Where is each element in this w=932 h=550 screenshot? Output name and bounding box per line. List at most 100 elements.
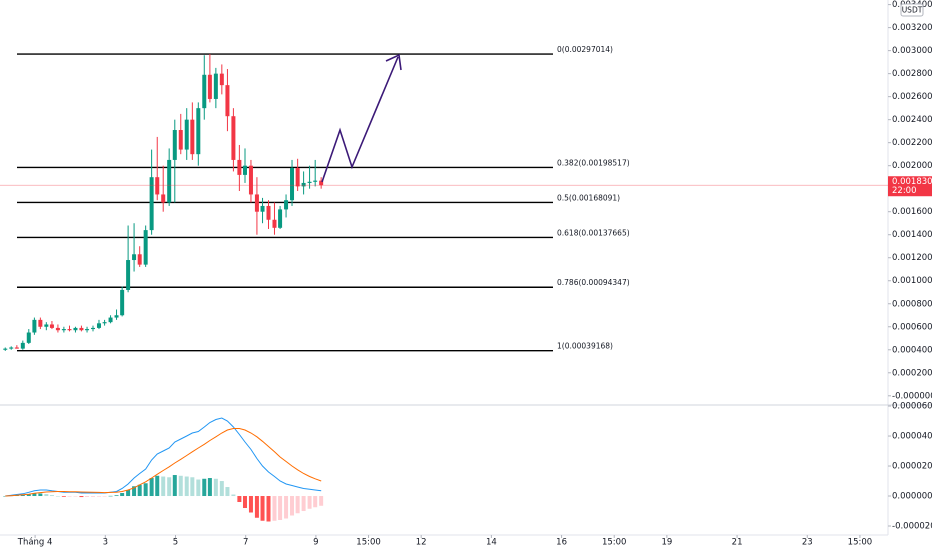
last-time-label: 22:00 [892, 186, 917, 196]
histogram-bar [32, 493, 37, 497]
candle-body [260, 205, 265, 212]
candle-body [67, 329, 72, 331]
candle-body [219, 73, 224, 86]
histogram-bar [178, 475, 183, 497]
histogram-bar [55, 496, 60, 497]
projection-arrow [321, 56, 399, 183]
candle-body [301, 182, 306, 187]
histogram-bar [143, 483, 148, 497]
histogram-bar [237, 496, 242, 503]
candle-body [114, 315, 119, 318]
candle-body [225, 85, 230, 117]
x-tick-label: 5 [173, 538, 178, 548]
histogram-bar [132, 486, 137, 497]
y-tick-label: -0.00000000 [892, 391, 932, 401]
currency-label: USDT [902, 6, 923, 15]
indicator-line [5, 428, 322, 497]
histogram-bar [207, 478, 212, 497]
histogram-bar [44, 494, 49, 497]
candle-body [290, 167, 295, 201]
y-tick-label: 0.00004000 [892, 432, 932, 442]
candle-body [120, 289, 125, 316]
histogram-bar [219, 481, 224, 497]
y-tick-label: 0.00220000 [892, 138, 932, 148]
candle-body [126, 260, 131, 290]
candle-body [202, 74, 207, 109]
candle-body [108, 317, 113, 323]
candle-body [307, 181, 312, 183]
candle-body [85, 329, 90, 331]
histogram-bar [61, 496, 66, 497]
histogram-bar [149, 478, 154, 497]
histogram-bar [126, 490, 131, 497]
candle-body [213, 73, 218, 99]
candle-body [32, 319, 37, 333]
y-tick-label: 0.00040000 [892, 345, 932, 355]
y-tick-label: 0.00300000 [892, 46, 932, 56]
candle-body [313, 180, 318, 182]
histogram-bar [20, 494, 25, 497]
histogram-bar [114, 495, 119, 497]
y-tick-label: 0.00020000 [892, 368, 932, 378]
histogram-bar [295, 496, 300, 514]
x-tick-label: 23 [802, 538, 813, 548]
candle-body [284, 200, 289, 210]
candle-body [242, 165, 247, 175]
candle-body [3, 348, 8, 350]
x-tick-label: 3 [103, 538, 108, 548]
fib-label: 1(0.00039168) [557, 342, 613, 351]
candle-body [155, 177, 160, 195]
x-tick-label: 15:00 [848, 538, 873, 548]
histogram-bar [319, 496, 324, 506]
candle-body [14, 347, 19, 349]
candle-body [137, 254, 142, 265]
x-tick-label: 15:00 [356, 538, 381, 548]
candle-body [278, 209, 283, 228]
histogram-bar [301, 496, 306, 512]
histogram-bar [272, 496, 277, 521]
histogram-bar [38, 493, 43, 497]
y-tick-label: 0.00002000 [892, 462, 932, 472]
candle-body [149, 177, 154, 231]
histogram-bar [120, 493, 125, 497]
candle-body [295, 167, 300, 187]
y-tick-label: 0.00260000 [892, 92, 932, 102]
candle-body [38, 319, 43, 327]
histogram-bar [167, 477, 172, 497]
candle-body [248, 165, 253, 195]
histogram-bar [184, 476, 189, 497]
histogram-bar [108, 495, 113, 497]
histogram-bar [278, 496, 283, 521]
candle-body [207, 74, 212, 99]
candle-body [184, 119, 189, 150]
histogram-bar [307, 496, 312, 509]
x-tick-label: 9 [313, 538, 318, 548]
histogram-bar [266, 496, 271, 522]
candle-body [196, 108, 201, 155]
y-tick-label: 0.00320000 [892, 23, 932, 33]
histogram-bar [96, 496, 101, 497]
y-tick-label: 0.00200000 [892, 161, 932, 171]
candle-body [132, 254, 137, 261]
histogram-bar [284, 496, 289, 519]
y-tick-label: 0.00160000 [892, 207, 932, 217]
candle-body [172, 130, 177, 160]
x-tick-label: 7 [243, 538, 248, 548]
histogram-bar [260, 496, 265, 521]
histogram-bar [49, 495, 54, 497]
candle-body [55, 327, 60, 331]
x-tick-label: 21 [732, 538, 743, 548]
candle-body [266, 205, 271, 220]
candle-body [44, 324, 49, 327]
last-price-label: 0.00183011 [892, 177, 932, 187]
x-tick-label: 15:00 [602, 538, 627, 548]
histogram-bar [161, 476, 166, 497]
candle-body [96, 323, 101, 328]
x-tick-label: Tháng 4 [17, 538, 53, 548]
candle-body [319, 180, 324, 186]
histogram-bar [248, 496, 253, 513]
histogram-bar [202, 478, 207, 497]
candle-body [231, 116, 236, 160]
